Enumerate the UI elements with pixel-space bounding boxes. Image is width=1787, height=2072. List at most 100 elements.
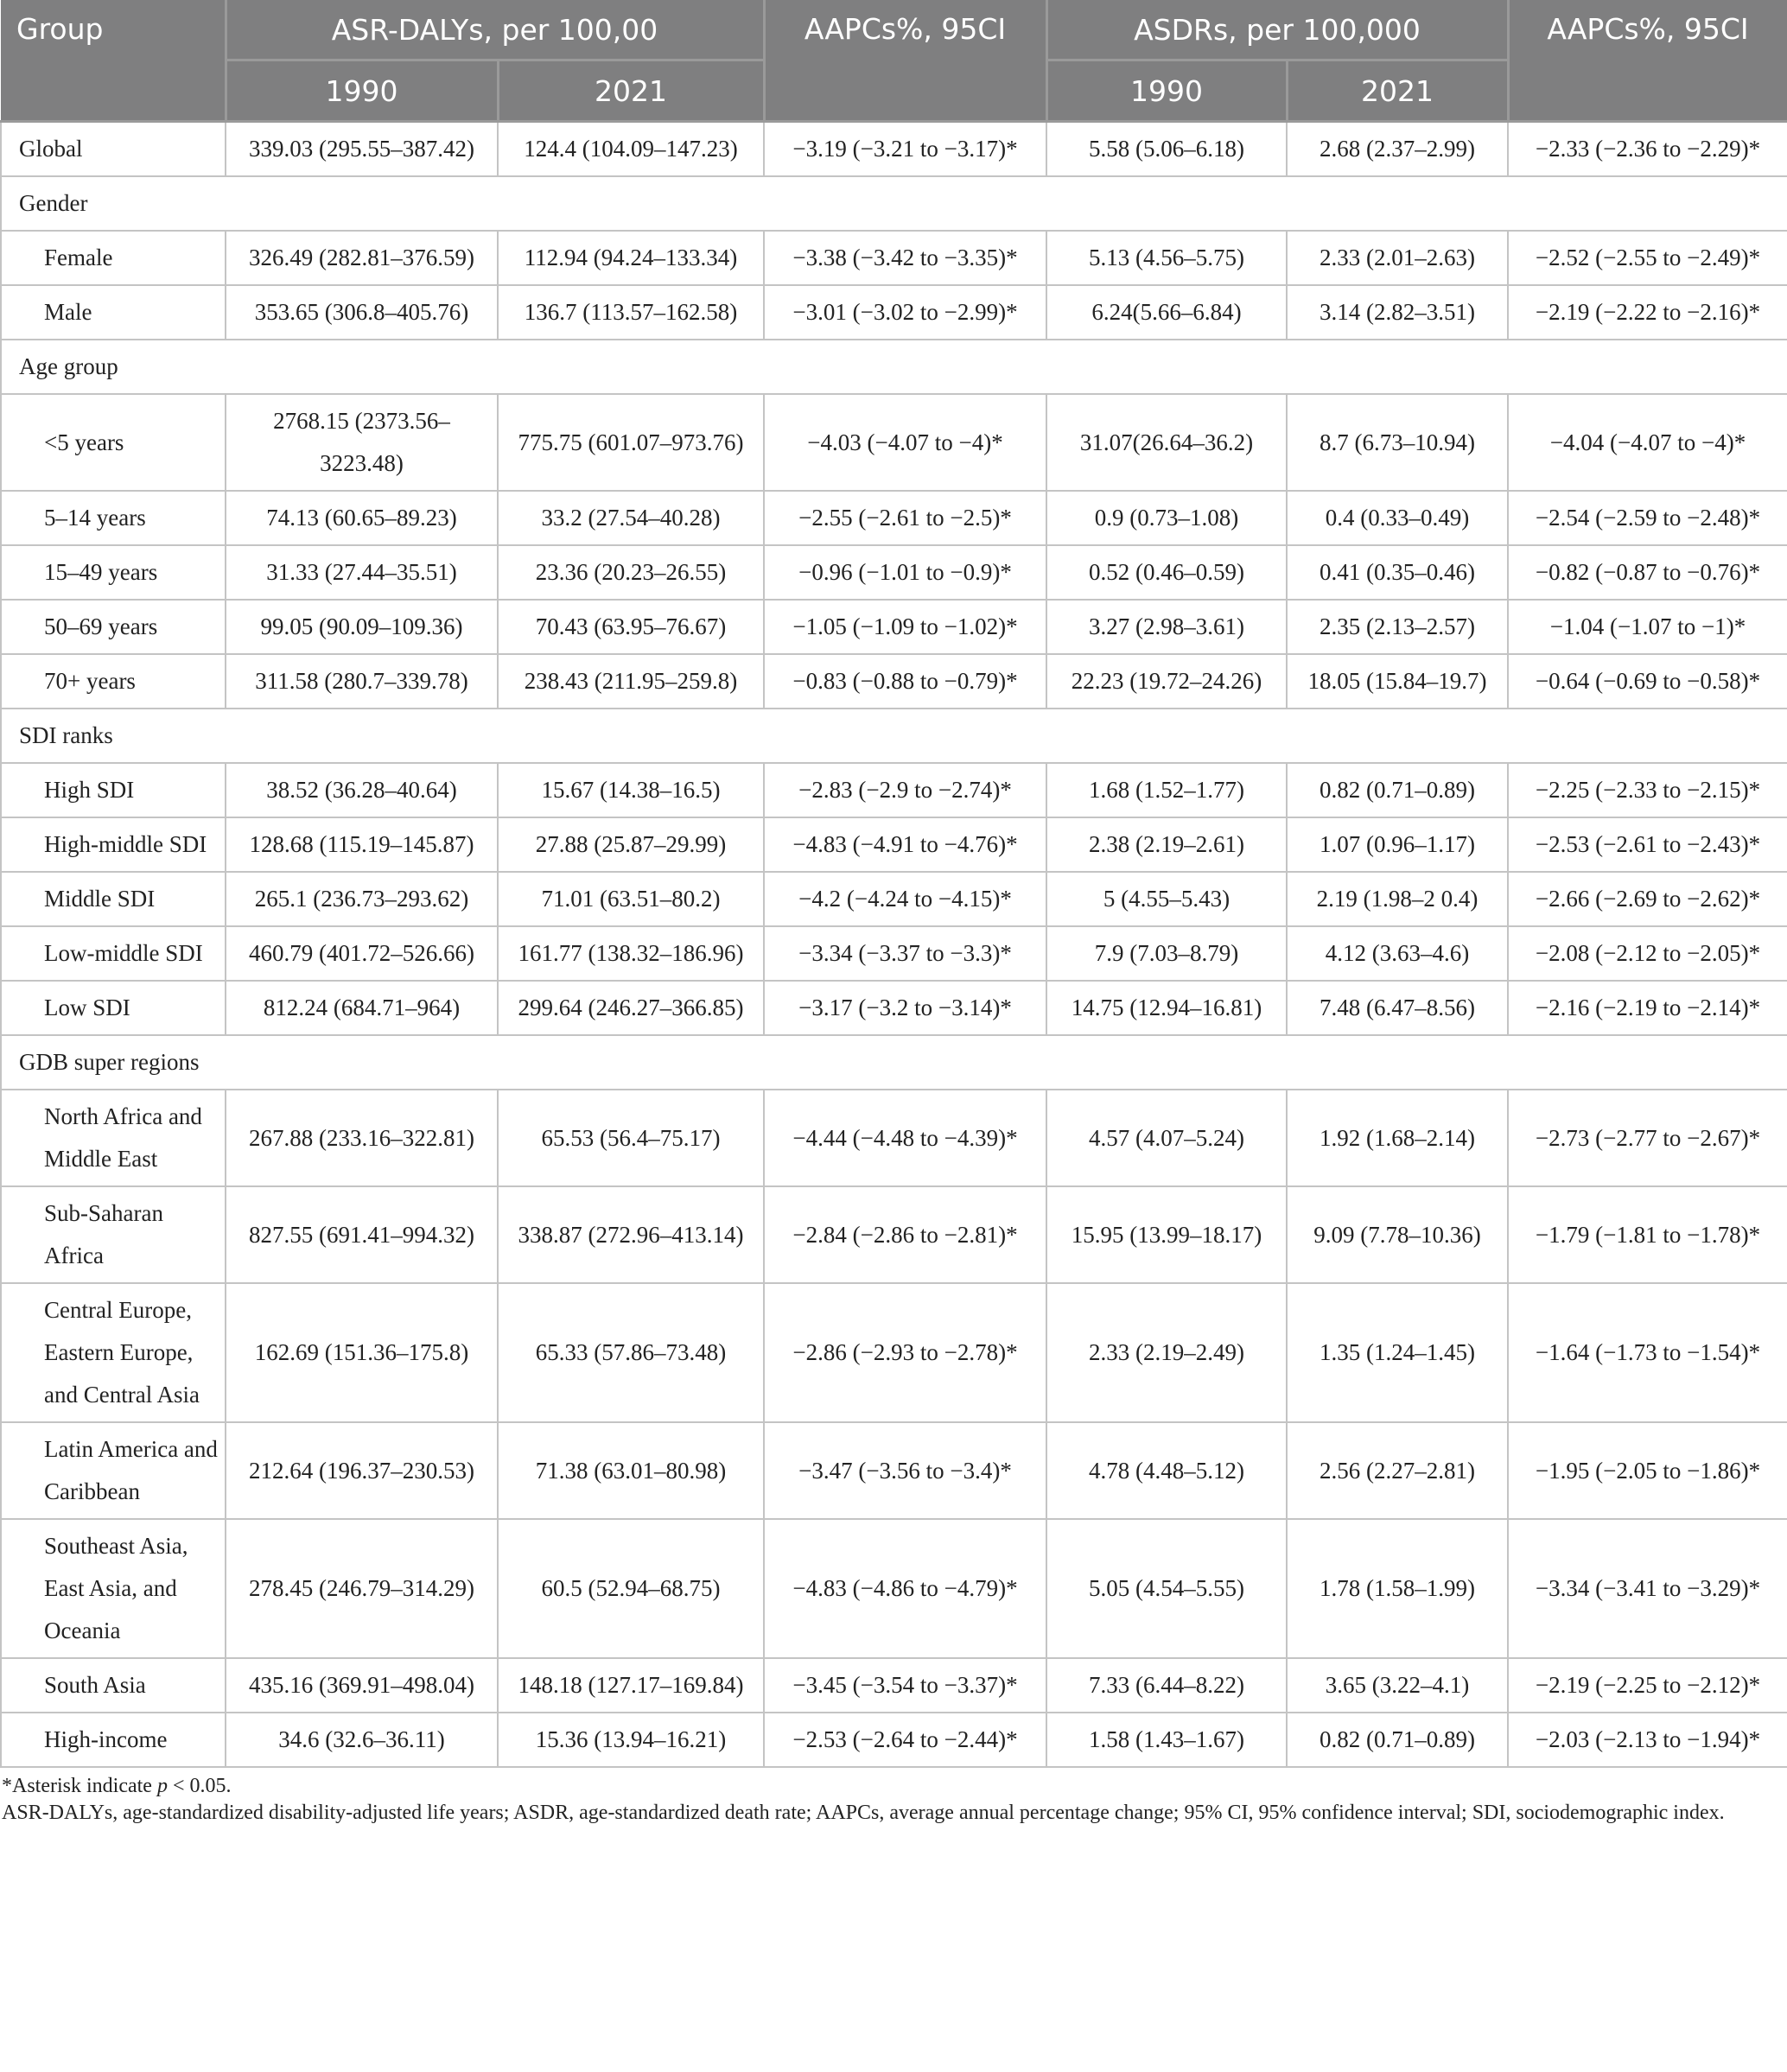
cell-asdrs-1990: 15.95 (13.99–18.17)	[1046, 1185, 1288, 1284]
cell-asdrs-2021: 0.41 (0.35–0.46)	[1286, 544, 1510, 601]
cell-dalys-1990: 460.79 (401.72–526.66)	[225, 925, 499, 982]
cell-dalys-1990: 353.65 (306.8–405.76)	[225, 284, 499, 340]
cell-aapc-asdrs: −1.95 (−2.05 to −1.86)*	[1507, 1421, 1787, 1520]
cell-group-label: 70+ years	[0, 653, 226, 709]
cell-group-label: Central Europe, Eastern Europe, and Cent…	[0, 1282, 226, 1423]
table-row: 15–49 years 31.33 (27.44–35.51) 23.36 (20.…	[0, 544, 1787, 601]
table-row: 50–69 years 99.05 (90.09–109.36) 70.43 (63…	[0, 599, 1787, 655]
cell-aapc-dalys: −3.17 (−3.2 to −3.14)*	[763, 980, 1048, 1036]
table-row: Global 339.03 (295.55–387.42) 124.4 (104.0…	[0, 120, 1787, 177]
table-header: Group ASR-DALYs, per 100,00 AAPCs%, 95CI…	[1, 0, 1787, 123]
cell-asdrs-2021: 1.35 (1.24–1.45)	[1286, 1282, 1510, 1423]
cell-asdrs-1990: 1.68 (1.52–1.77)	[1046, 762, 1288, 818]
cell-asdrs-2021: 1.07 (0.96–1.17)	[1286, 817, 1510, 873]
section-row: GDB super regions	[0, 1034, 1787, 1090]
section-row: Age group	[0, 339, 1787, 395]
cell-aapc-dalys: −0.96 (−1.01 to −0.9)*	[763, 544, 1048, 601]
cell-dalys-2021: 124.4 (104.09–147.23)	[496, 120, 766, 177]
cell-aapc-dalys: −2.55 (−2.61 to −2.5)*	[763, 490, 1048, 546]
cell-dalys-2021: 70.43 (63.95–76.67)	[496, 599, 766, 655]
cell-aapc-asdrs: −2.33 (−2.36 to −2.29)*	[1507, 120, 1787, 177]
cell-dalys-2021: 60.5 (52.94–68.75)	[496, 1518, 766, 1659]
cell-group-label: Southeast Asia, East Asia, and Oceania	[0, 1518, 226, 1659]
header-asdrs-1990: 1990	[1046, 60, 1288, 123]
cell-aapc-asdrs: −2.25 (−2.33 to −2.15)*	[1507, 762, 1787, 818]
cell-dalys-1990: 326.49 (282.81–376.59)	[225, 230, 499, 286]
section-row: SDI ranks	[0, 708, 1787, 764]
cell-dalys-2021: 65.53 (56.4–75.17)	[496, 1089, 766, 1187]
cell-asdrs-2021: 9.09 (7.78–10.36)	[1286, 1185, 1510, 1284]
cell-dalys-1990: 339.03 (295.55–387.42)	[225, 120, 499, 177]
cell-aapc-dalys: −0.83 (−0.88 to −0.79)*	[763, 653, 1048, 709]
header-asdrs: ASDRs, per 100,000	[1046, 0, 1510, 61]
cell-asdrs-1990: 22.23 (19.72–24.26)	[1046, 653, 1288, 709]
cell-asdrs-1990: 5 (4.55–5.43)	[1046, 871, 1288, 927]
cell-asdrs-1990: 6.24(5.66–6.84)	[1046, 284, 1288, 340]
cell-aapc-asdrs: −2.53 (−2.61 to −2.43)*	[1507, 817, 1787, 873]
footnote-asterisk-suffix: < 0.05.	[167, 1775, 232, 1797]
table-row: Middle SDI 265.1 (236.73–293.62) 71.01 (63…	[0, 871, 1787, 927]
cell-group-label: Middle SDI	[0, 871, 226, 927]
footnote-p: p	[156, 1775, 168, 1797]
section-label: Gender	[0, 175, 1787, 232]
cell-dalys-1990: 278.45 (246.79–314.29)	[225, 1518, 499, 1659]
cell-group-label: 50–69 years	[0, 599, 226, 655]
cell-group-label: South Asia	[0, 1657, 226, 1713]
cell-asdrs-1990: 5.13 (4.56–5.75)	[1046, 230, 1288, 286]
table-row: Low-middle SDI 460.79 (401.72–526.66) 161.…	[0, 925, 1787, 982]
cell-dalys-2021: 238.43 (211.95–259.8)	[496, 653, 766, 709]
cell-dalys-1990: 435.16 (369.91–498.04)	[225, 1657, 499, 1713]
cell-aapc-dalys: −4.03 (−4.07 to −4)*	[763, 393, 1048, 492]
cell-asdrs-1990: 7.33 (6.44–8.22)	[1046, 1657, 1288, 1713]
table-row: Male 353.65 (306.8–405.76) 136.7 (113.57–1…	[0, 284, 1787, 340]
cell-dalys-1990: 212.64 (196.37–230.53)	[225, 1421, 499, 1520]
cell-group-label: Low-middle SDI	[0, 925, 226, 982]
results-table: Group ASR-DALYs, per 100,00 AAPCs%, 95CI…	[0, 0, 1787, 1768]
cell-asdrs-1990: 5.05 (4.54–5.55)	[1046, 1518, 1288, 1659]
cell-dalys-1990: 311.58 (280.7–339.78)	[225, 653, 499, 709]
cell-aapc-asdrs: −2.16 (−2.19 to −2.14)*	[1507, 980, 1787, 1036]
cell-dalys-2021: 338.87 (272.96–413.14)	[496, 1185, 766, 1284]
table-row: Female 326.49 (282.81–376.59) 112.94 (94.2…	[0, 230, 1787, 286]
table-row: High-income 34.6 (32.6–36.11) 15.36 (13.94…	[0, 1712, 1787, 1768]
cell-aapc-dalys: −1.05 (−1.09 to −1.02)*	[763, 599, 1048, 655]
cell-dalys-2021: 71.01 (63.51–80.2)	[496, 871, 766, 927]
cell-aapc-dalys: −3.38 (−3.42 to −3.35)*	[763, 230, 1048, 286]
cell-aapc-asdrs: −0.82 (−0.87 to −0.76)*	[1507, 544, 1787, 601]
cell-asdrs-1990: 7.9 (7.03–8.79)	[1046, 925, 1288, 982]
cell-asdrs-1990: 1.58 (1.43–1.67)	[1046, 1712, 1288, 1768]
cell-asdrs-2021: 0.82 (0.71–0.89)	[1286, 762, 1510, 818]
header-aapc-dalys: AAPCs%, 95CI	[764, 0, 1048, 123]
cell-aapc-dalys: −4.83 (−4.91 to −4.76)*	[763, 817, 1048, 873]
header-asr-dalys: ASR-DALYs, per 100,00	[226, 0, 766, 61]
cell-dalys-1990: 2768.15 (2373.56–3223.48)	[225, 393, 499, 492]
footnote-abbreviations: ASR-DALYs, age-standardized disability-a…	[2, 1802, 1725, 1824]
cell-asdrs-1990: 3.27 (2.98–3.61)	[1046, 599, 1288, 655]
cell-dalys-1990: 31.33 (27.44–35.51)	[225, 544, 499, 601]
table-row: High-middle SDI 128.68 (115.19–145.87) 27.…	[0, 817, 1787, 873]
section-row: Gender	[0, 175, 1787, 232]
cell-aapc-asdrs: −0.64 (−0.69 to −0.58)*	[1507, 653, 1787, 709]
cell-asdrs-1990: 2.33 (2.19–2.49)	[1046, 1282, 1288, 1423]
cell-aapc-dalys: −2.86 (−2.93 to −2.78)*	[763, 1282, 1048, 1423]
cell-asdrs-1990: 0.52 (0.46–0.59)	[1046, 544, 1288, 601]
cell-asdrs-2021: 2.33 (2.01–2.63)	[1286, 230, 1510, 286]
cell-group-label: North Africa and Middle East	[0, 1089, 226, 1187]
cell-asdrs-2021: 7.48 (6.47–8.56)	[1286, 980, 1510, 1036]
cell-dalys-2021: 148.18 (127.17–169.84)	[496, 1657, 766, 1713]
table-row: Sub-Saharan Africa 827.55 (691.41–994.32)…	[0, 1185, 1787, 1284]
cell-aapc-asdrs: −2.19 (−2.25 to −2.12)*	[1507, 1657, 1787, 1713]
cell-aapc-asdrs: −2.54 (−2.59 to −2.48)*	[1507, 490, 1787, 546]
cell-asdrs-2021: 18.05 (15.84–19.7)	[1286, 653, 1510, 709]
cell-aapc-asdrs: −2.19 (−2.22 to −2.16)*	[1507, 284, 1787, 340]
cell-dalys-1990: 162.69 (151.36–175.8)	[225, 1282, 499, 1423]
cell-group-label: Male	[0, 284, 226, 340]
cell-group-label: Global	[0, 120, 226, 177]
cell-asdrs-1990: 31.07(26.64–36.2)	[1046, 393, 1288, 492]
cell-group-label: High-middle SDI	[0, 817, 226, 873]
cell-aapc-dalys: −3.19 (−3.21 to −3.17)*	[763, 120, 1048, 177]
header-asdrs-2021: 2021	[1287, 60, 1510, 123]
cell-dalys-2021: 15.36 (13.94–16.21)	[496, 1712, 766, 1768]
header-group: Group	[1, 0, 227, 123]
cell-dalys-2021: 136.7 (113.57–162.58)	[496, 284, 766, 340]
